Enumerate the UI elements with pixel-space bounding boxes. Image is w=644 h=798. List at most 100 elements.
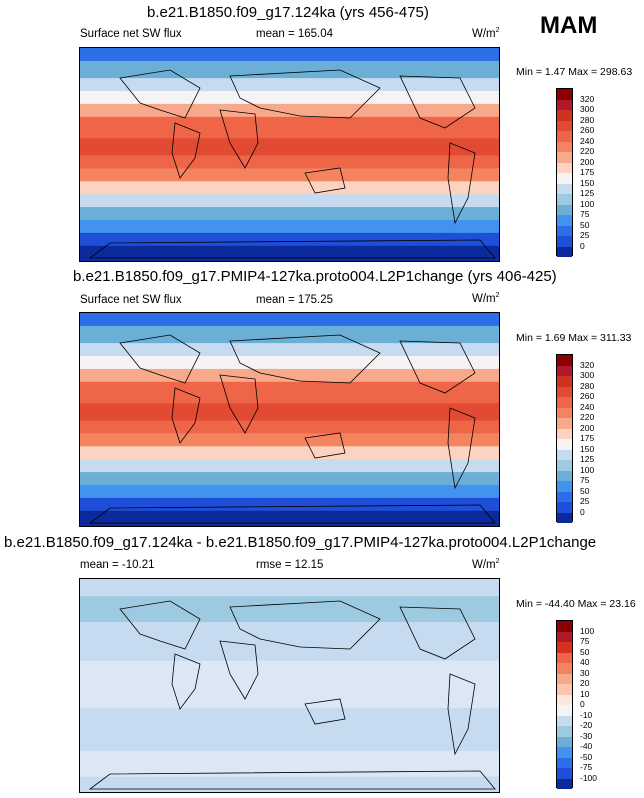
colorbar-tick-label: -100 [580,772,598,783]
colorbar-tick-label: 150 [580,177,595,188]
colorbar-swatch [557,418,572,429]
coastline [399,606,476,660]
colorbar-swatch [557,236,572,247]
colorbar-swatch [557,736,572,747]
colorbar-tick-label: 200 [580,422,595,433]
colorbar-swatch [557,460,572,471]
colorbar-tick-label: -20 [580,720,593,730]
colorbar-swatch [557,141,572,152]
panel3-rmse: rmse = 12.15 [256,559,324,571]
colorbar-swatch [557,673,572,684]
colorbar-swatch [557,110,572,121]
colorbar-tick-label: 0 [580,240,585,251]
colorbar-tick-label: 75 [580,209,590,219]
colorbar-swatch [557,194,572,205]
colorbar-tick-label: 20 [580,678,590,688]
coastline [304,698,346,725]
panel1-colorbar [556,88,573,257]
colorbar-swatch [557,663,572,674]
colorbar-swatch [557,428,572,439]
panel3-mean: mean = -10.21 [80,559,155,571]
colorbar-tick-label: 50 [580,485,590,496]
colorbar-tick-label: 0 [580,699,585,709]
colorbar-swatch [557,204,572,215]
colorbar-swatch [557,397,572,408]
coastline [447,673,476,756]
colorbar-tick-label: 75 [580,636,590,646]
panel3-units: W/m2 [472,558,500,571]
colorbar-tick-label: 150 [580,443,595,454]
colorbar-tick-label: 10 [580,688,590,699]
panel1-mean: mean = 165.04 [256,28,334,40]
map-field [80,48,499,261]
panel1-variable: Surface net SW flux [80,28,182,40]
colorbar-tick-label: 200 [580,156,595,167]
panel1-units: W/m2 [472,27,500,40]
colorbar-swatch [557,684,572,695]
colorbar-swatch [557,652,572,663]
panel2-minmax: Min = 1.69 Max = 311.33 [516,332,632,344]
colorbar-swatch [557,642,572,653]
colorbar-tick-label: 50 [580,646,590,657]
colorbar-swatch [557,246,572,257]
colorbar-tick-label: 75 [580,475,590,485]
colorbar-tick-label: 125 [580,454,595,464]
coastline [88,504,496,524]
panel2-title: b.e21.B1850.f09_g17.PMIP4-127ka.proto004… [73,268,557,285]
panel3-map [79,578,500,793]
colorbar-swatch [557,355,572,366]
colorbar-swatch [557,715,572,726]
colorbar-tick-label: 240 [580,401,595,412]
panel3-colorbar [556,620,573,789]
coastline [88,770,496,790]
colorbar-swatch [557,215,572,226]
colorbar-tick-label: 300 [580,104,595,114]
coastline [219,109,259,169]
colorbar-swatch [557,173,572,184]
colorbar-tick-label: 175 [580,433,595,443]
panel3-title: b.e21.B1850.f09_g17.124ka - b.e21.B1850.… [4,534,597,551]
colorbar-tick-label: 220 [580,146,595,156]
coastline [219,640,259,700]
coastline [229,600,381,650]
colorbar-swatch [557,757,572,768]
coastline [119,600,201,650]
season-label: MAM [540,12,598,39]
panel1-minmax: Min = 1.47 Max = 298.63 [516,66,633,78]
colorbar-tick-label: 100 [580,198,595,209]
coastline [171,653,201,710]
coastline [229,69,381,119]
colorbar-tick-label: 280 [580,114,595,125]
colorbar-swatch [557,705,572,716]
colorbar-tick-label: 175 [580,167,595,177]
panel2-colorbar [556,354,573,523]
colorbar-swatch [557,162,572,173]
colorbar-tick-label: 25 [580,496,590,506]
colorbar-swatch [557,120,572,131]
coastline [304,167,346,194]
colorbar-tick-label: 300 [580,370,595,380]
colorbar-swatch [557,726,572,737]
coastline [229,334,381,384]
coastline [304,432,346,459]
map-field [80,313,499,526]
panel2-variable: Surface net SW flux [80,294,182,306]
colorbar-swatch [557,152,572,163]
colorbar-tick-label: 100 [580,464,595,475]
colorbar-tick-label: 30 [580,667,590,678]
colorbar-swatch [557,512,572,523]
panel1-map [79,47,500,262]
colorbar-tick-label: 320 [580,93,595,104]
coastline [119,334,201,384]
colorbar-tick-label: -40 [580,741,593,751]
colorbar-tick-label: -50 [580,751,593,762]
coastline [399,340,476,394]
colorbar-swatch [557,376,572,387]
panel3-minmax: Min = -44.40 Max = 23.16 [516,598,636,610]
colorbar-tick-label: 320 [580,359,595,370]
colorbar-swatch [557,631,572,642]
colorbar-swatch [557,491,572,502]
colorbar-tick-label: 50 [580,219,590,230]
colorbar-swatch [557,225,572,236]
colorbar-tick-label: 220 [580,412,595,422]
